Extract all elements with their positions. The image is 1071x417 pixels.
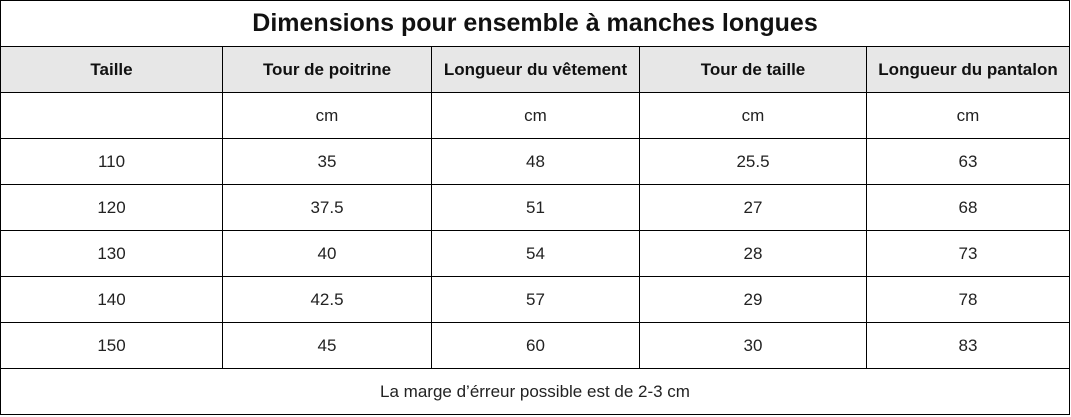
header-chest: Tour de poitrine [222, 46, 432, 93]
unit-cell: cm [222, 92, 432, 139]
tolerance-note: La marge d’érreur possible est de 2-3 cm [0, 368, 1071, 415]
garment-length-cell: 57 [431, 276, 640, 323]
unit-cell: cm [639, 92, 867, 139]
pants-length-cell: 68 [865, 184, 1071, 231]
table-title: Dimensions pour ensemble à manches longu… [0, 0, 1071, 47]
garment-length-cell: 48 [431, 138, 640, 185]
chest-cell: 42.5 [222, 276, 432, 323]
header-size: Taille [0, 46, 223, 93]
unit-cell [0, 92, 223, 139]
header-garment-length: Longueur du vêtement [431, 46, 640, 93]
waist-cell: 28 [639, 230, 867, 277]
pants-length-cell: 83 [865, 322, 1071, 369]
unit-row: cm cm cm cm [0, 92, 1071, 139]
table-row: 120 37.5 51 27 68 [0, 184, 1071, 231]
garment-length-cell: 51 [431, 184, 640, 231]
size-cell: 130 [0, 230, 223, 277]
chest-cell: 45 [222, 322, 432, 369]
table-row: 140 42.5 57 29 78 [0, 276, 1071, 323]
header-waist: Tour de taille [639, 46, 867, 93]
table-row: 150 45 60 30 83 [0, 322, 1071, 369]
table-row: 110 35 48 25.5 63 [0, 138, 1071, 185]
chest-cell: 40 [222, 230, 432, 277]
garment-length-cell: 60 [431, 322, 640, 369]
note-row: La marge d’érreur possible est de 2-3 cm [0, 368, 1071, 415]
waist-cell: 25.5 [639, 138, 867, 185]
table-row: 130 40 54 28 73 [0, 230, 1071, 277]
garment-length-cell: 54 [431, 230, 640, 277]
unit-cell: cm [865, 92, 1071, 139]
chest-cell: 35 [222, 138, 432, 185]
waist-cell: 30 [639, 322, 867, 369]
size-cell: 140 [0, 276, 223, 323]
unit-cell: cm [431, 92, 640, 139]
size-cell: 120 [0, 184, 223, 231]
pants-length-cell: 73 [865, 230, 1071, 277]
header-pants-length: Longueur du pantalon [865, 46, 1071, 93]
size-cell: 150 [0, 322, 223, 369]
waist-cell: 29 [639, 276, 867, 323]
chest-cell: 37.5 [222, 184, 432, 231]
header-row: Taille Tour de poitrine Longueur du vête… [0, 46, 1071, 93]
waist-cell: 27 [639, 184, 867, 231]
pants-length-cell: 63 [865, 138, 1071, 185]
size-cell: 110 [0, 138, 223, 185]
pants-length-cell: 78 [865, 276, 1071, 323]
title-row: Dimensions pour ensemble à manches longu… [0, 0, 1071, 47]
